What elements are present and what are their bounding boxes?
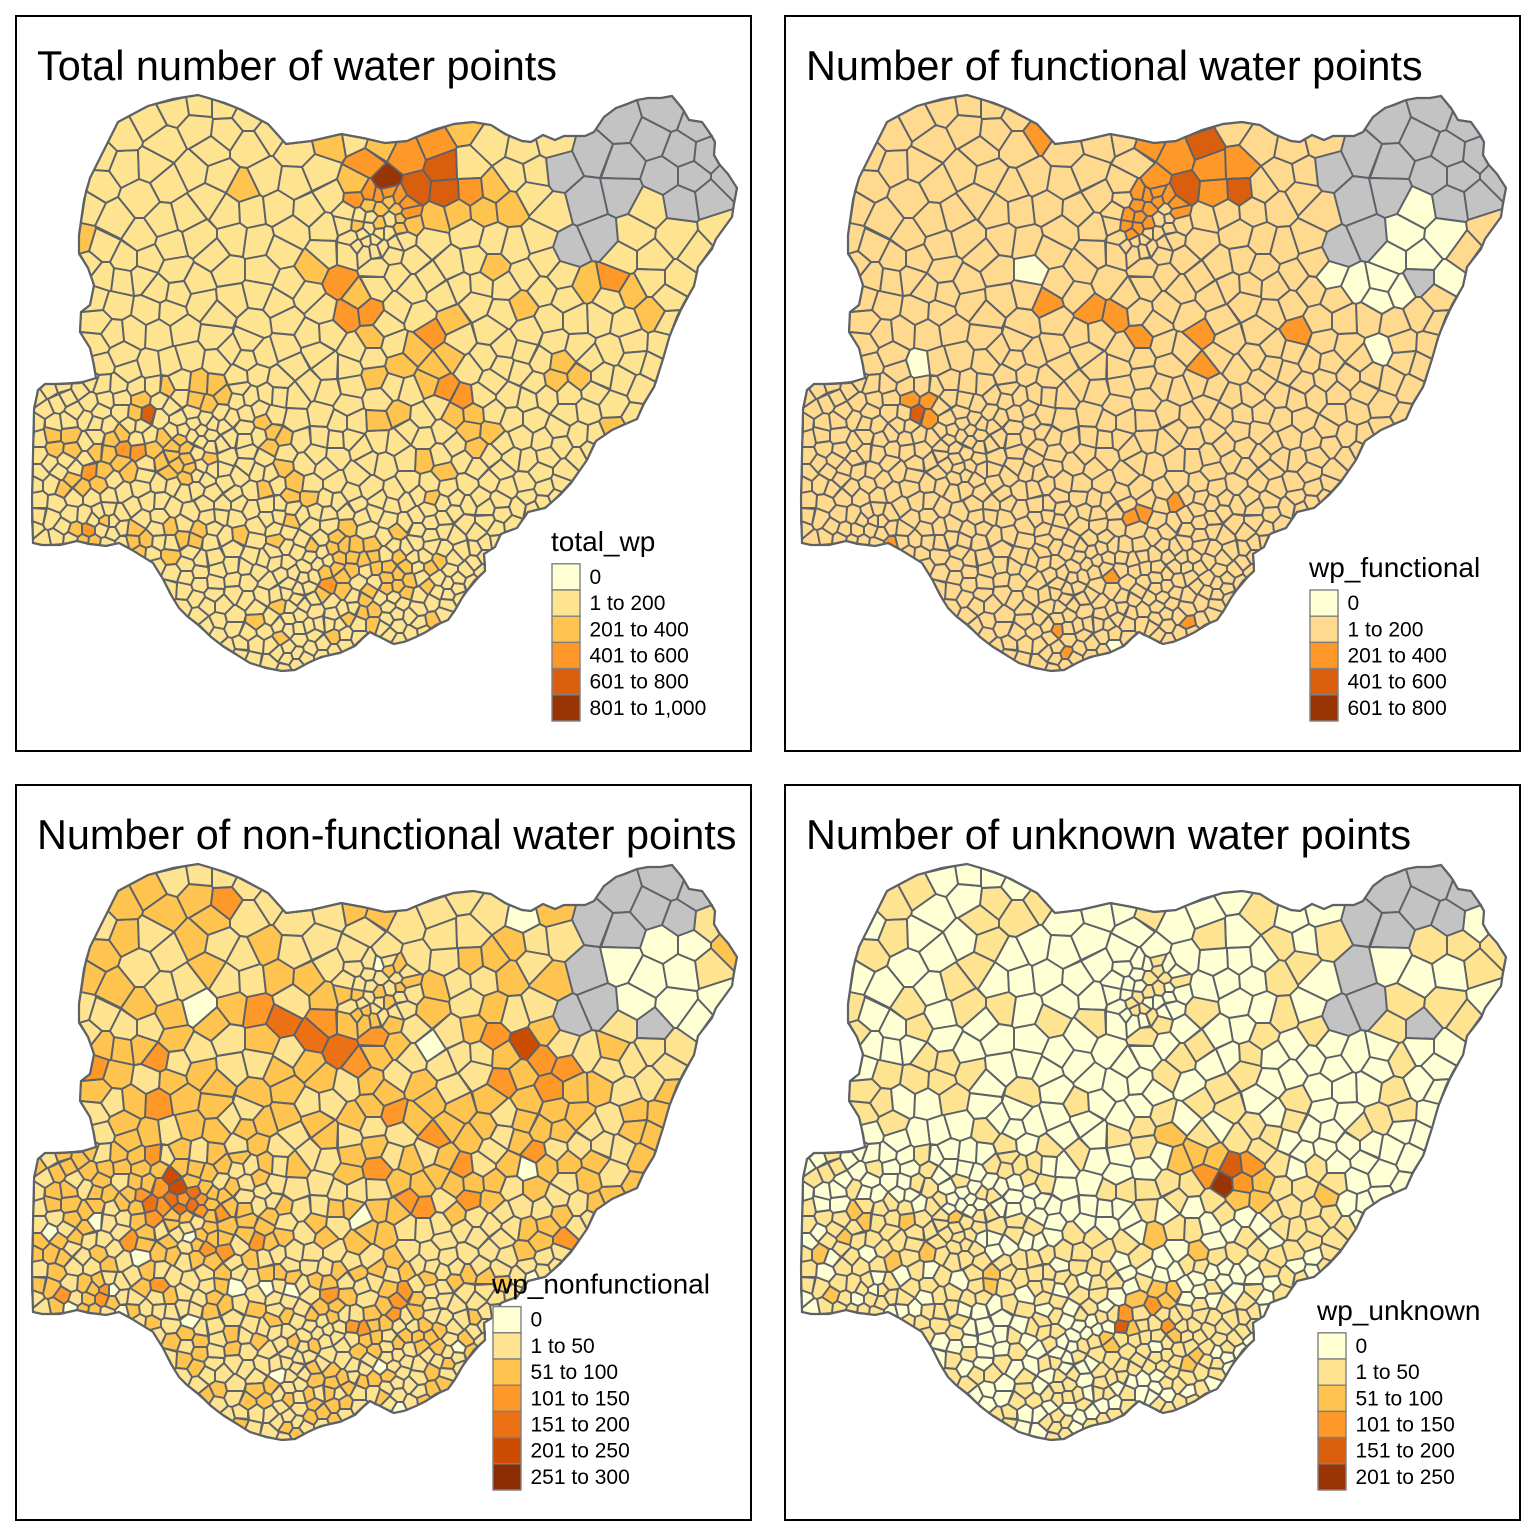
svg-text:51 to 100: 51 to 100	[531, 1361, 619, 1384]
svg-text:601 to 800: 601 to 800	[1348, 697, 1447, 720]
svg-text:0: 0	[1356, 1335, 1368, 1358]
svg-text:801 to 1,000: 801 to 1,000	[590, 697, 707, 720]
svg-text:wp_functional: wp_functional	[1308, 552, 1480, 583]
svg-text:251 to 300: 251 to 300	[531, 1466, 630, 1489]
svg-text:151 to 200: 151 to 200	[1356, 1440, 1455, 1463]
svg-text:401 to 600: 401 to 600	[1348, 671, 1447, 694]
svg-text:total_wp: total_wp	[551, 526, 655, 557]
svg-text:51 to 100: 51 to 100	[1356, 1387, 1444, 1410]
svg-text:201 to 250: 201 to 250	[531, 1440, 630, 1463]
svg-text:Number of unknown water points: Number of unknown water points	[806, 812, 1411, 858]
svg-text:601 to 800: 601 to 800	[590, 671, 689, 694]
svg-text:201 to 250: 201 to 250	[1356, 1466, 1455, 1489]
svg-text:1 to 50: 1 to 50	[1356, 1361, 1420, 1384]
svg-text:0: 0	[531, 1309, 543, 1332]
svg-text:0: 0	[1348, 592, 1360, 615]
svg-text:1 to 50: 1 to 50	[531, 1335, 595, 1358]
svg-text:201 to 400: 201 to 400	[590, 618, 689, 641]
svg-text:wp_unknown: wp_unknown	[1316, 1295, 1480, 1326]
svg-text:1 to 200: 1 to 200	[590, 592, 666, 615]
svg-text:101 to 150: 101 to 150	[531, 1387, 630, 1410]
svg-text:151 to 200: 151 to 200	[531, 1414, 630, 1437]
svg-text:0: 0	[590, 566, 602, 589]
svg-text:201 to 400: 201 to 400	[1348, 645, 1447, 668]
svg-text:1 to 200: 1 to 200	[1348, 618, 1424, 641]
svg-text:101 to 150: 101 to 150	[1356, 1414, 1455, 1437]
svg-text:Total number of water points: Total number of water points	[37, 43, 557, 89]
svg-text:wp_nonfunctional: wp_nonfunctional	[491, 1269, 710, 1300]
svg-text:401 to 600: 401 to 600	[590, 645, 689, 668]
svg-text:Number of non-functional water: Number of non-functional water points	[37, 812, 736, 858]
svg-text:Number of functional water poi: Number of functional water points	[806, 43, 1423, 89]
